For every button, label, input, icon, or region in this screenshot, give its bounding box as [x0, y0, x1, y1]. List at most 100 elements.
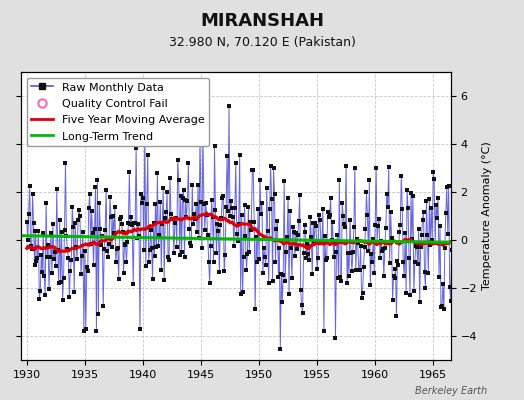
Point	[249, 166, 257, 173]
Point	[412, 244, 421, 250]
Point	[220, 268, 228, 274]
Point	[177, 193, 185, 200]
Point	[269, 165, 278, 171]
Point	[180, 254, 189, 260]
Point	[239, 253, 248, 260]
Point	[203, 212, 211, 218]
Point	[25, 210, 33, 217]
Point	[324, 214, 333, 220]
Point	[217, 214, 225, 221]
Point	[158, 221, 167, 227]
Point	[24, 237, 32, 243]
Point	[201, 227, 209, 233]
Point	[344, 249, 352, 256]
Point	[357, 294, 366, 301]
Point	[40, 272, 48, 279]
Point	[255, 256, 263, 262]
Point	[264, 228, 272, 234]
Point	[150, 253, 159, 259]
Point	[280, 178, 288, 184]
Point	[58, 296, 67, 303]
Point	[125, 169, 134, 175]
Point	[306, 214, 314, 220]
Point	[76, 213, 84, 219]
Point	[218, 195, 226, 202]
Point	[34, 228, 42, 234]
Point	[293, 232, 302, 239]
Point	[422, 198, 431, 204]
Point	[338, 200, 346, 206]
Point	[48, 270, 56, 276]
Point	[69, 223, 78, 230]
Point	[241, 233, 249, 239]
Point	[346, 217, 354, 223]
Point	[124, 220, 133, 226]
Point	[59, 275, 68, 281]
Point	[51, 249, 59, 255]
Point	[187, 243, 195, 249]
Point	[438, 302, 446, 309]
Point	[144, 152, 152, 158]
Point	[199, 124, 207, 130]
Point	[441, 244, 449, 251]
Point	[266, 206, 274, 212]
Point	[316, 217, 324, 224]
Point	[310, 239, 319, 245]
Point	[330, 254, 338, 261]
Point	[265, 280, 273, 286]
Point	[320, 328, 328, 334]
Point	[166, 174, 174, 181]
Point	[313, 266, 321, 272]
Point	[391, 266, 400, 272]
Point	[67, 257, 75, 263]
Point	[128, 222, 136, 228]
Point	[140, 122, 149, 128]
Point	[396, 222, 405, 228]
Point	[291, 252, 299, 259]
Point	[31, 228, 40, 234]
Point	[153, 170, 161, 176]
Point	[403, 187, 411, 193]
Point	[188, 182, 196, 188]
Point	[203, 232, 212, 239]
Point	[446, 298, 455, 304]
Point	[98, 233, 106, 239]
Point	[36, 288, 45, 295]
Point	[450, 310, 458, 316]
Point	[140, 247, 148, 253]
Point	[54, 280, 63, 286]
Point	[132, 145, 140, 152]
Point	[138, 200, 146, 206]
Point	[160, 277, 168, 283]
Point	[103, 248, 111, 254]
Point	[416, 299, 424, 306]
Point	[381, 225, 390, 232]
Point	[169, 216, 177, 222]
Point	[196, 134, 204, 141]
Point	[429, 169, 438, 175]
Point	[244, 204, 253, 210]
Point	[418, 232, 426, 238]
Point	[347, 250, 355, 256]
Point	[384, 204, 392, 210]
Point	[400, 272, 408, 279]
Point	[420, 269, 429, 276]
Point	[179, 187, 188, 193]
Point	[322, 257, 330, 263]
Point	[222, 204, 231, 210]
Point	[355, 266, 363, 273]
Point	[284, 195, 292, 201]
Point	[135, 233, 143, 239]
Point	[355, 266, 364, 273]
Point	[237, 212, 246, 218]
Point	[171, 215, 180, 221]
Point	[302, 255, 311, 262]
Point	[29, 220, 38, 227]
Legend: Raw Monthly Data, Quality Control Fail, Five Year Moving Average, Long-Term Tren: Raw Monthly Data, Quality Control Fail, …	[27, 78, 209, 146]
Point	[250, 218, 258, 225]
Point	[77, 271, 85, 278]
Point	[430, 176, 439, 182]
Point	[126, 221, 135, 227]
Point	[206, 242, 215, 249]
Point	[99, 302, 107, 309]
